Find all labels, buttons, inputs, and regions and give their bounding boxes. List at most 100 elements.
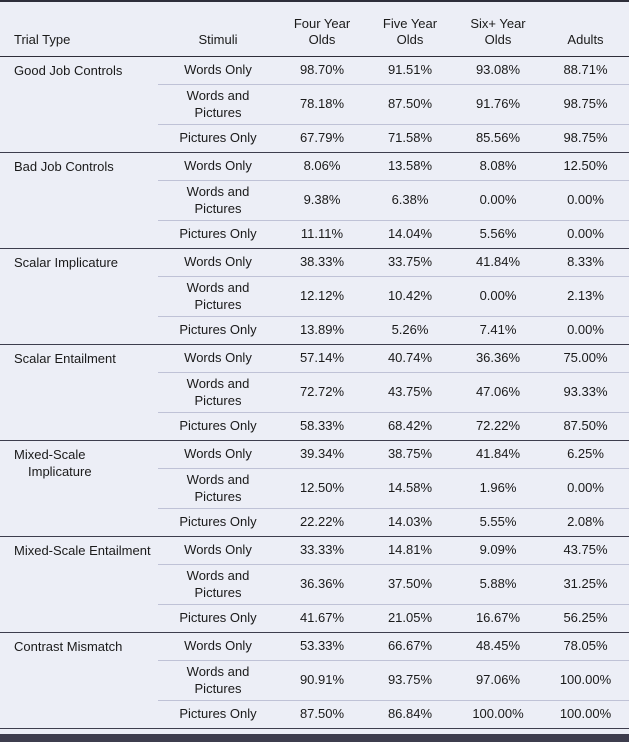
value-cell: 5.88%	[454, 564, 542, 605]
value-cell: 98.70%	[278, 56, 366, 85]
stimuli-cell: Words and Pictures	[158, 180, 278, 221]
value-cell: 38.75%	[366, 440, 454, 469]
table-row: Words and Pictures 90.91% 93.75% 97.06% 100.…	[0, 660, 629, 701]
value-cell: 85.56%	[454, 124, 542, 153]
value-cell: 33.33%	[278, 536, 366, 565]
value-cell: 67.79%	[278, 124, 366, 153]
trial-type-cell: Scalar Entailment	[0, 344, 158, 441]
value-cell: 0.00%	[542, 220, 629, 249]
value-cell: 97.06%	[454, 660, 542, 701]
value-cell: 71.58%	[366, 124, 454, 153]
value-cell: 100.00%	[542, 660, 629, 701]
value-cell: 43.75%	[542, 536, 629, 565]
value-cell: 78.18%	[278, 84, 366, 125]
value-cell: 91.51%	[366, 56, 454, 85]
value-cell: 93.33%	[542, 372, 629, 413]
value-cell: 0.00%	[454, 276, 542, 317]
value-cell: 31.25%	[542, 564, 629, 605]
value-cell: 91.76%	[454, 84, 542, 125]
header-stimuli: Stimuli	[158, 1, 278, 57]
value-cell: 0.00%	[542, 316, 629, 345]
value-cell: 2.08%	[542, 508, 629, 537]
stimuli-cell: Words Only	[158, 248, 278, 277]
value-cell: 38.33%	[278, 248, 366, 277]
table-row: Good Job Controls Words Only 98.70% 91.51% 9…	[0, 56, 629, 153]
value-cell: 5.56%	[454, 220, 542, 249]
stimuli-cell: Words Only	[158, 344, 278, 373]
value-cell: 41.84%	[454, 440, 542, 469]
value-cell: 86.84%	[366, 700, 454, 729]
value-cell: 14.04%	[366, 220, 454, 249]
table-row: Words and Pictures 36.36% 37.50% 5.88% 31.25…	[0, 564, 629, 605]
table-row: Words and Pictures 72.72% 43.75% 47.06% 93.3…	[0, 372, 629, 413]
value-cell: 9.09%	[454, 536, 542, 565]
value-cell: 41.67%	[278, 604, 366, 633]
value-cell: 21.05%	[366, 604, 454, 633]
value-cell: 10.42%	[366, 276, 454, 317]
value-cell: 75.00%	[542, 344, 629, 373]
value-cell: 53.33%	[278, 632, 366, 661]
table-row: Words and Pictures 12.50% 14.58% 1.96% 0.00%	[0, 468, 629, 509]
stimuli-cell: Pictures Only	[158, 316, 278, 345]
value-cell: 6.38%	[366, 180, 454, 221]
value-cell: 98.75%	[542, 124, 629, 153]
value-cell: 22.22%	[278, 508, 366, 537]
header-six-plus-year-olds: Six+ Year Olds	[454, 1, 542, 57]
value-cell: 47.06%	[454, 372, 542, 413]
value-cell: 5.26%	[366, 316, 454, 345]
value-cell: 7.41%	[454, 316, 542, 345]
table-row: Pictures Only 22.22% 14.03% 5.55% 2.08%	[0, 508, 629, 537]
stimuli-cell: Words and Pictures	[158, 372, 278, 413]
stimuli-cell: Words Only	[158, 632, 278, 661]
value-cell: 98.75%	[542, 84, 629, 125]
stimuli-cell: Words and Pictures	[158, 660, 278, 701]
value-cell: 57.14%	[278, 344, 366, 373]
value-cell: 66.67%	[366, 632, 454, 661]
table-row: Pictures Only 13.89% 5.26% 7.41% 0.00%	[0, 316, 629, 345]
table-row: Pictures Only 67.79% 71.58% 85.56% 98.75%	[0, 124, 629, 153]
header-trial-type: Trial Type	[0, 1, 158, 57]
trial-type-cell: Mixed-Scale Entailment	[0, 536, 158, 633]
table-row: Pictures Only 11.11% 14.04% 5.56% 0.00%	[0, 220, 629, 249]
value-cell: 2.13%	[542, 276, 629, 317]
value-cell: 100.00%	[454, 700, 542, 729]
table-row: Words and Pictures 12.12% 10.42% 0.00% 2.13%	[0, 276, 629, 317]
table-row: Scalar Entailment Words Only 57.14% 40.74% 3…	[0, 344, 629, 441]
trial-type-cell: Contrast Mismatch	[0, 632, 158, 729]
value-cell: 93.08%	[454, 56, 542, 85]
stimuli-cell: Pictures Only	[158, 124, 278, 153]
stimuli-cell: Words Only	[158, 440, 278, 469]
stimuli-cell: Words Only	[158, 56, 278, 85]
stimuli-cell: Words and Pictures	[158, 468, 278, 509]
header-adults: Adults	[542, 1, 629, 57]
value-cell: 16.67%	[454, 604, 542, 633]
value-cell: 100.00%	[542, 700, 629, 729]
value-cell: 48.45%	[454, 632, 542, 661]
value-cell: 12.12%	[278, 276, 366, 317]
value-cell: 5.55%	[454, 508, 542, 537]
stimuli-cell: Words and Pictures	[158, 84, 278, 125]
value-cell: 0.00%	[542, 180, 629, 221]
table-row: Words and Pictures 9.38% 6.38% 0.00% 0.00%	[0, 180, 629, 221]
value-cell: 13.89%	[278, 316, 366, 345]
header-four-year-olds: Four Year Olds	[278, 1, 366, 57]
value-cell: 87.50%	[542, 412, 629, 441]
value-cell: 11.11%	[278, 220, 366, 249]
value-cell: 87.50%	[278, 700, 366, 729]
value-cell: 36.36%	[278, 564, 366, 605]
value-cell: 90.91%	[278, 660, 366, 701]
value-cell: 39.34%	[278, 440, 366, 469]
table-row: Mixed-Scale Entailment Words Only 33.33% 14…	[0, 536, 629, 633]
value-cell: 1.96%	[454, 468, 542, 509]
table-row: Pictures Only 41.67% 21.05% 16.67% 56.25%	[0, 604, 629, 633]
table-bottom-rule	[0, 734, 629, 742]
table-row: Pictures Only 87.50% 86.84% 100.00% 100.00%	[0, 700, 629, 729]
trial-type-cell: Scalar Implicature	[0, 248, 158, 345]
table-row: Scalar Implicature Words Only 38.33% 33.75%…	[0, 248, 629, 345]
value-cell: 72.72%	[278, 372, 366, 413]
value-cell: 12.50%	[542, 152, 629, 181]
table-row: Bad Job Controls Words Only 8.06% 13.58% 8.0…	[0, 152, 629, 249]
value-cell: 0.00%	[542, 468, 629, 509]
table-row: Mixed-Scale Implicature Words Only 39.34% 3…	[0, 440, 629, 537]
